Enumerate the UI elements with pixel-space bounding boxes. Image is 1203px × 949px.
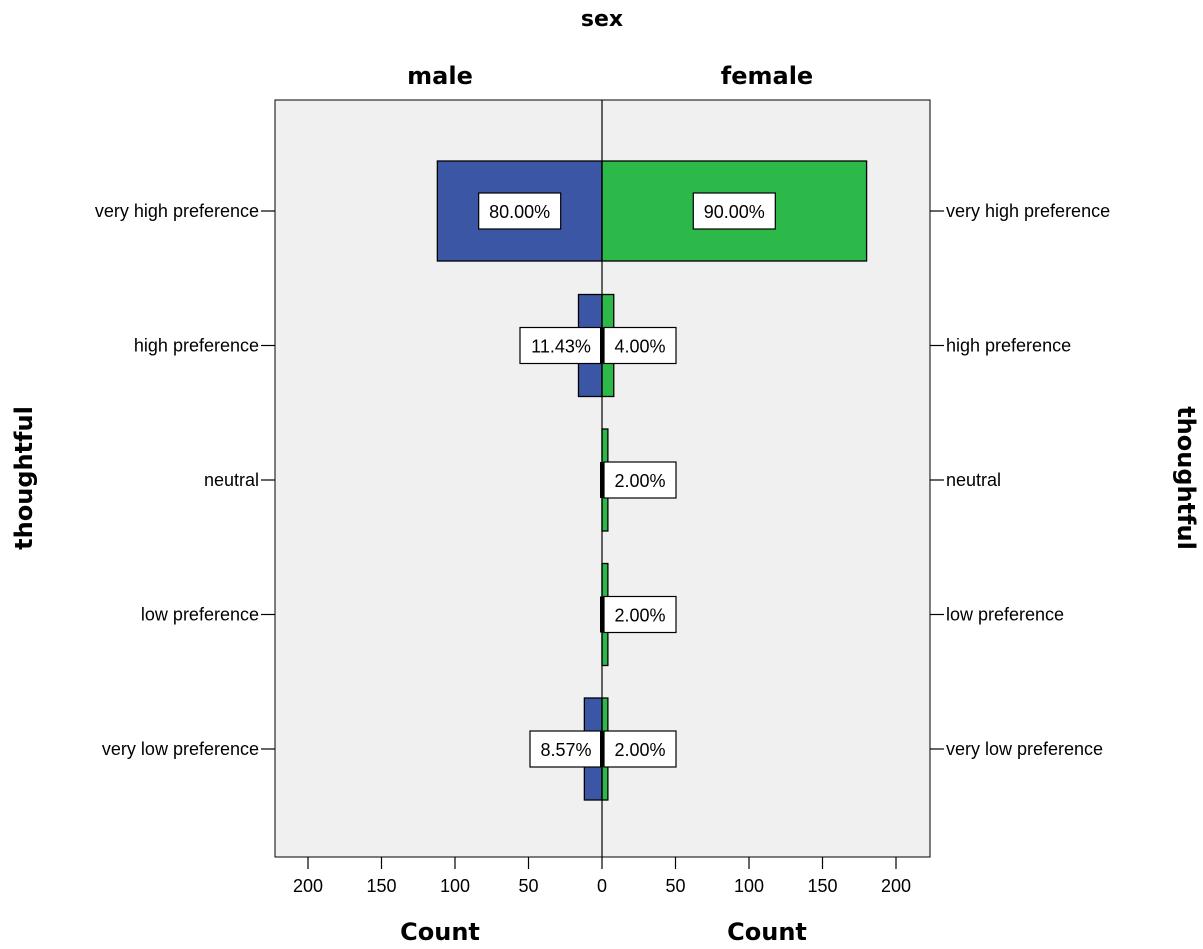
x-tick-label: 200 — [293, 876, 323, 896]
data-label-male-very-high-preference: 80.00% — [478, 192, 562, 230]
y-tick-label-left: neutral — [204, 470, 259, 490]
center-marker — [600, 731, 604, 767]
panel-label-male: male — [407, 62, 473, 90]
svg-text:2.00%: 2.00% — [614, 606, 665, 626]
center-marker — [600, 596, 604, 633]
svg-text:4.00%: 4.00% — [614, 337, 665, 357]
y-tick-label-left: high preference — [134, 336, 259, 356]
svg-text:2.00%: 2.00% — [614, 740, 665, 760]
y-tick-label-right: high preference — [946, 336, 1071, 356]
data-label-male-very-low-preference: 8.57% — [529, 730, 603, 768]
svg-text:8.57%: 8.57% — [540, 740, 591, 760]
x-axis-title-female: Count — [727, 918, 807, 946]
x-tick-label: 50 — [518, 876, 538, 896]
y-tick-label-left: very high preference — [95, 201, 259, 221]
y-tick-label-right: very high preference — [946, 201, 1110, 221]
data-label-male-high-preference: 11.43% — [519, 326, 603, 365]
y-axis-title-right: thoughtful — [1172, 406, 1200, 550]
chart-title: sex — [581, 7, 623, 32]
y-tick-label-left: low preference — [141, 605, 259, 625]
x-tick-label: 200 — [881, 876, 911, 896]
data-label-female-high-preference: 4.00% — [603, 326, 677, 365]
y-tick-label-right: low preference — [946, 605, 1064, 625]
y-tick-label-right: neutral — [946, 470, 1001, 490]
svg-text:80.00%: 80.00% — [489, 202, 550, 222]
category-axis-layer: very high preference very high preference… — [95, 201, 1110, 759]
x-axis-title-male: Count — [400, 918, 480, 946]
y-tick-label-left: very low preference — [102, 739, 259, 759]
svg-text:90.00%: 90.00% — [704, 202, 765, 222]
x-tick-label: 150 — [366, 876, 396, 896]
x-tick-label: 0 — [597, 876, 607, 896]
center-marker — [600, 462, 604, 498]
x-tick-label: 150 — [807, 876, 837, 896]
x-tick-label: 100 — [734, 876, 764, 896]
y-axis-title-left: thoughtful — [10, 406, 38, 550]
svg-text:11.43%: 11.43% — [531, 337, 591, 357]
data-label-female-very-high-preference: 90.00% — [692, 192, 776, 230]
y-tick-label-right: very low preference — [946, 739, 1103, 759]
count-axis-layer: 200 150 100 50 0 50 100 150 200 — [293, 857, 911, 896]
data-label-female-neutral: 2.00% — [603, 461, 677, 499]
x-tick-label: 100 — [440, 876, 470, 896]
svg-text:2.00%: 2.00% — [614, 471, 665, 491]
data-labels-layer: 80.00% 11.43% 8.57% 90.00% 4.00% 2.00% 2.00% 2.… — [478, 192, 776, 768]
data-label-female-very-low-preference: 2.00% — [603, 730, 677, 768]
panel-label-female: female — [721, 62, 813, 90]
x-tick-label: 50 — [665, 876, 685, 896]
data-label-female-low-preference: 2.00% — [603, 595, 677, 634]
center-marker — [600, 327, 604, 364]
